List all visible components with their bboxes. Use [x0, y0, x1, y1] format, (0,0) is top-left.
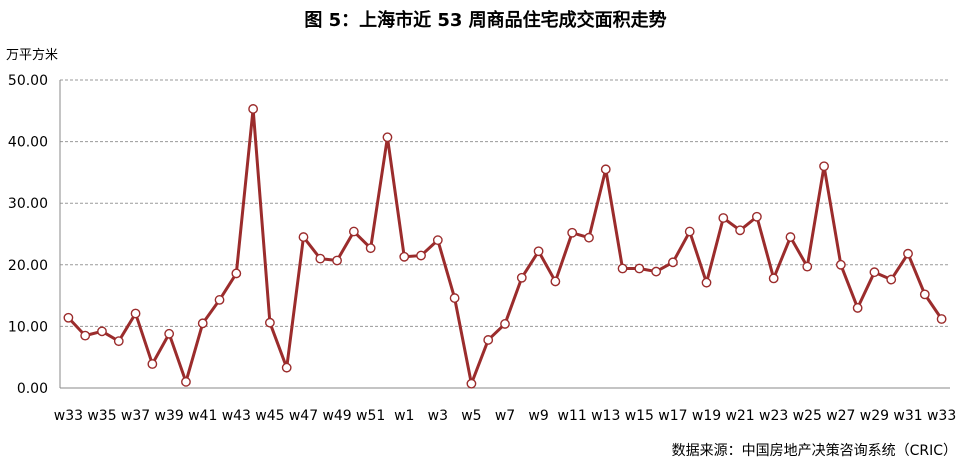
x-tick-label: w11 — [558, 408, 587, 424]
chart-title: 图 5：上海市近 53 周商品住宅成交面积走势 — [304, 10, 667, 31]
y-tick-label: 30.00 — [8, 196, 48, 212]
data-point — [281, 362, 292, 373]
data-point — [701, 277, 712, 288]
data-point — [315, 253, 326, 264]
data-point — [399, 251, 410, 262]
x-tick-label: w15 — [625, 408, 654, 424]
data-point — [63, 312, 74, 323]
x-tick-label: w31 — [893, 408, 922, 424]
data-point — [298, 232, 309, 242]
data-point — [432, 235, 443, 246]
data-point — [97, 326, 107, 337]
data-point — [785, 232, 796, 242]
x-tick-label: w43 — [222, 408, 251, 424]
x-tick-label: w5 — [461, 408, 481, 424]
y-tick-labels: 0.00 10.00 20.00 30.00 40.00 50.00 — [8, 73, 48, 397]
y-tick-label: 10.00 — [8, 319, 48, 335]
data-point — [382, 132, 393, 143]
data-point — [365, 243, 376, 254]
data-point — [181, 376, 191, 387]
data-point — [617, 263, 628, 274]
data-point — [80, 330, 91, 341]
x-tick-label: w1 — [394, 408, 414, 424]
data-point — [348, 226, 359, 237]
data-point — [600, 164, 611, 175]
data-point — [500, 319, 510, 329]
data-point — [919, 289, 930, 300]
data-point — [852, 303, 863, 313]
data-point — [802, 261, 813, 272]
data-point — [265, 317, 275, 328]
data-point — [130, 308, 141, 319]
data-point — [835, 259, 846, 270]
x-tick-label: w23 — [759, 408, 788, 424]
x-tick-labels: w33 w35 w37 w39 w41 w43 w45 w47 w49 w51 w1 w3 w5 w7 w9… — [54, 408, 956, 424]
x-tick-label: w3 — [428, 408, 448, 424]
axes — [59, 80, 950, 389]
series-line — [67, 107, 943, 386]
data-point — [735, 225, 745, 236]
data-point — [449, 293, 460, 303]
x-tick-label: w33 — [54, 408, 83, 424]
data-point — [416, 250, 426, 261]
data-point — [533, 246, 544, 257]
data-point — [886, 274, 897, 285]
y-tick-label: 20.00 — [8, 258, 48, 274]
x-tick-label: w49 — [322, 408, 351, 424]
data-point — [214, 295, 225, 305]
x-tick-label: w21 — [725, 408, 754, 424]
data-markers — [63, 104, 947, 389]
data-point — [634, 263, 645, 274]
x-tick-label: w51 — [356, 408, 385, 424]
data-point — [718, 213, 729, 223]
data-point — [819, 161, 829, 172]
data-point — [147, 359, 158, 369]
x-tick-label: w29 — [860, 408, 889, 424]
data-point — [550, 276, 561, 287]
data-point — [903, 248, 913, 259]
x-tick-label: w37 — [121, 408, 150, 424]
data-point — [231, 268, 242, 279]
x-tick-label: w39 — [155, 408, 184, 424]
data-point — [668, 257, 678, 268]
data-point — [651, 266, 662, 277]
data-point — [516, 272, 527, 283]
data-point — [248, 104, 259, 114]
data-point — [584, 232, 594, 243]
x-tick-label: w13 — [591, 408, 620, 424]
data-point — [768, 273, 779, 284]
data-point — [197, 318, 208, 329]
data-point — [869, 267, 880, 278]
x-tick-label: w35 — [87, 408, 116, 424]
data-point — [113, 336, 124, 347]
data-point — [936, 314, 947, 324]
x-tick-label: w45 — [255, 408, 284, 424]
x-tick-label: w19 — [692, 408, 721, 424]
x-tick-label: w41 — [188, 408, 217, 424]
source-note: 数据来源：中国房地产决策咨询系统（CRIC） — [671, 443, 957, 459]
x-tick-label: w47 — [289, 408, 318, 424]
data-point — [567, 227, 578, 238]
data-point — [483, 335, 494, 345]
data-point — [466, 378, 477, 389]
y-tick-label: 0.00 — [17, 381, 48, 397]
x-tick-label: w27 — [826, 408, 855, 424]
y-tick-label: 40.00 — [8, 135, 48, 151]
data-point — [684, 226, 695, 237]
x-tick-label: w33 — [927, 408, 956, 424]
x-tick-label: w7 — [495, 408, 515, 424]
y-tick-label: 50.00 — [8, 73, 48, 89]
x-tick-label: w9 — [528, 408, 548, 424]
x-tick-label: w17 — [658, 408, 687, 424]
x-tick-label: w25 — [793, 408, 822, 424]
data-point — [332, 255, 342, 266]
data-point — [751, 211, 762, 222]
y-axis-unit-label: 万平方米 — [6, 47, 58, 63]
data-point — [164, 328, 175, 339]
